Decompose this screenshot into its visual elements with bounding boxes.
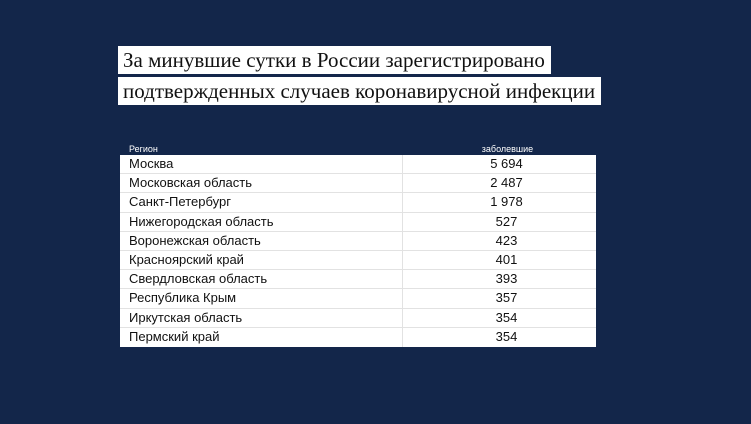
cases-cell: 354: [495, 309, 518, 325]
table-row: Республика Крым 357: [120, 289, 596, 309]
region-cell: Москва: [120, 155, 403, 174]
region-cell: Республика Крым: [120, 289, 403, 308]
cases-table: Регион заболевшие Москва 5 694 Московска…: [120, 143, 596, 347]
column-header-cases: заболевшие: [481, 144, 534, 154]
region-cell: Московская область: [120, 174, 403, 193]
cases-cell: 1 978: [490, 194, 523, 210]
chart-title: За минувшие сутки в России зарегистриров…: [118, 46, 678, 108]
region-cell: Свердловская область: [120, 270, 403, 289]
title-line-1: За минувшие сутки в России зарегистриров…: [118, 46, 551, 74]
region-cell: Пермский край: [120, 327, 403, 347]
region-cell: Нижегородская область: [120, 212, 403, 231]
table-row: Воронежская область 423: [120, 231, 596, 251]
table-row: Санкт-Петербург 1 978: [120, 193, 596, 213]
title-line-2: подтвержденных случаев коронавирусной ин…: [118, 77, 602, 105]
cases-cell: 2 487: [490, 175, 523, 191]
table-header: Регион заболевшие: [120, 143, 596, 155]
region-cell: Иркутская область: [120, 308, 403, 327]
column-header-region: Регион: [129, 144, 158, 154]
cases-cell: 357: [495, 290, 518, 306]
cases-cell: 393: [495, 271, 518, 287]
table-row: Пермский край 354: [120, 327, 596, 347]
table-row: Нижегородская область 527: [120, 212, 596, 232]
region-cell: Воронежская область: [120, 231, 403, 250]
table-row: Иркутская область 354: [120, 308, 596, 328]
region-cell: Санкт-Петербург: [120, 193, 403, 212]
table-row: Свердловская область 393: [120, 270, 596, 290]
table-row: Красноярский край 401: [120, 250, 596, 271]
table-row: Москва 5 694: [120, 155, 596, 175]
region-cell: Красноярский край: [120, 250, 403, 270]
cases-cell: 401: [495, 251, 518, 267]
cases-cell: 5 694: [490, 156, 523, 171]
table-body: Москва 5 694 Московская область 2 487 Са…: [120, 155, 596, 347]
cases-cell: 354: [495, 328, 518, 344]
cases-cell: 527: [495, 213, 518, 229]
table-row: Московская область 2 487: [120, 174, 596, 194]
cases-cell: 423: [495, 232, 518, 248]
